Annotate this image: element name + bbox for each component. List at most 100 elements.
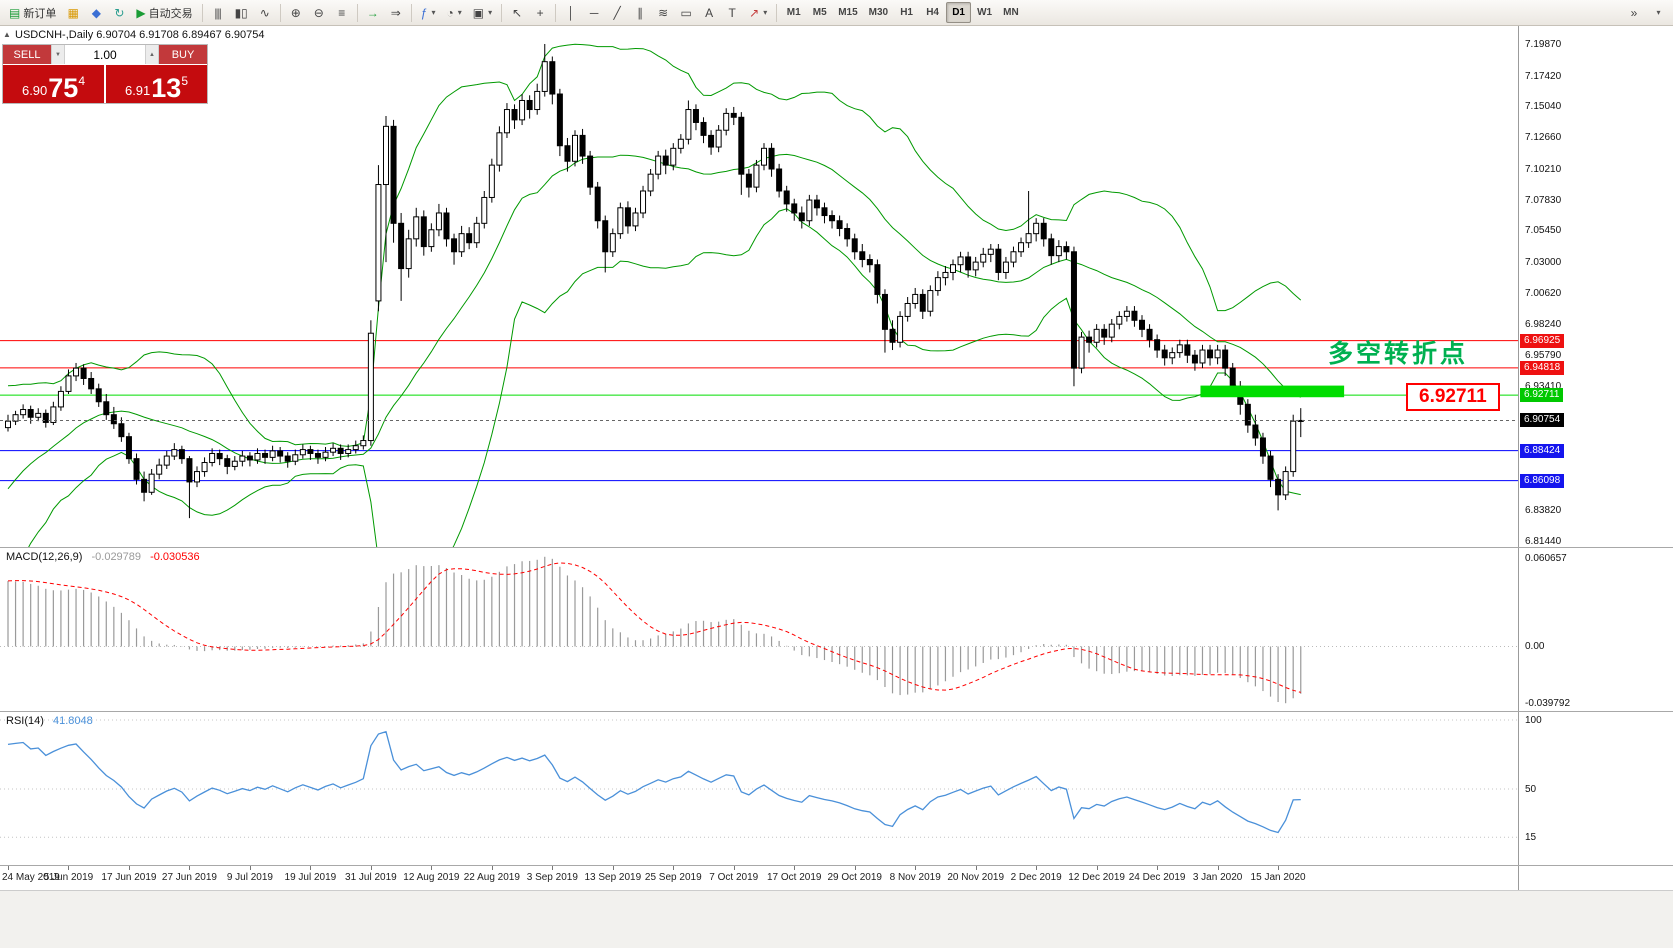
price-axis-label: 7.03000 xyxy=(1525,257,1562,269)
periods-button[interactable]: ◔ ▾ xyxy=(442,2,467,23)
bar-chart-button[interactable]: ||| xyxy=(207,2,229,23)
volume-decrease-button[interactable]: ▼ xyxy=(51,45,65,64)
new-order-button[interactable]: ▤ 新订单 xyxy=(4,2,61,23)
date-tick xyxy=(915,866,917,870)
line-chart-button[interactable]: ∿ xyxy=(254,2,276,23)
symbol-period-label: USDCNH-,Daily xyxy=(15,29,94,41)
price-axis-label: 7.10210 xyxy=(1525,163,1562,175)
date-tick xyxy=(794,866,796,870)
one-click-panel-toggle[interactable]: ▲ xyxy=(3,30,11,39)
date-label: 17 Jun 2019 xyxy=(101,872,157,883)
templates-button[interactable]: ▣ ▾ xyxy=(468,2,497,23)
timeframe-button-M1[interactable]: M1 xyxy=(786,7,801,18)
timeframe-button-MN[interactable]: MN xyxy=(1003,7,1019,18)
ohlc-values: 6.90704 6.91708 6.89467 6.90754 xyxy=(96,29,265,41)
horizontal-line-button[interactable]: ─ xyxy=(583,2,605,23)
indicators-button[interactable]: ƒ ▾ xyxy=(416,2,441,23)
rsi-axis-label: 100 xyxy=(1525,715,1542,726)
macd-axis-label: 0.060657 xyxy=(1525,553,1567,564)
rectangle-icon: ▭ xyxy=(680,5,692,20)
refresh-button[interactable]: ↻ xyxy=(108,2,130,23)
date-label: 3 Sep 2019 xyxy=(526,872,578,883)
trendline-button[interactable]: ╱ xyxy=(606,2,628,23)
price-axis-label: 7.19870 xyxy=(1525,38,1562,50)
date-tick xyxy=(8,866,9,870)
text-tool-button[interactable]: A xyxy=(698,2,720,23)
timeframe-button-D1[interactable]: D1 xyxy=(946,2,972,23)
timeframe-button-M5[interactable]: M5 xyxy=(812,7,827,18)
date-axis[interactable]: 24 May 2019 5 Jun 2019 17 Jun 2019 27 Jun 2… xyxy=(0,866,1518,890)
sell-button[interactable]: SELL xyxy=(3,45,51,64)
rsi-indicator-canvas[interactable] xyxy=(0,712,1518,866)
price-axis-label: 7.00620 xyxy=(1525,287,1562,299)
turning-point-annotation[interactable]: 多空转折点 xyxy=(1328,340,1469,368)
timeframe-button-M30[interactable]: M30 xyxy=(868,7,889,18)
date-tick xyxy=(1278,866,1280,870)
timeframe-button-H4[interactable]: H4 xyxy=(926,7,939,18)
zoom-in-button[interactable]: ⊕ xyxy=(285,2,307,23)
volume-input[interactable]: 1.00 xyxy=(65,45,145,64)
label-tool-button[interactable]: T xyxy=(721,2,743,23)
pane-splitter[interactable] xyxy=(0,711,1673,712)
price-label-box[interactable]: 6.92711 xyxy=(1406,383,1500,411)
arrows-tool-button[interactable]: ↗ ▾ xyxy=(744,2,772,23)
charts-button[interactable]: ▦ xyxy=(62,2,84,23)
candlestick-chart-button[interactable]: ▮▯ xyxy=(230,2,253,23)
price-axis-label: 6.98240 xyxy=(1525,318,1562,330)
main-chart-canvas[interactable] xyxy=(0,26,1518,548)
one-click-trade-panel: SELL ▼ 1.00 ▲ BUY 6.90 75 4 6.91 13 5 xyxy=(2,44,208,104)
timeframe-button-M15[interactable]: M15 xyxy=(838,7,858,18)
fibonacci-button[interactable]: ≋ xyxy=(652,2,674,23)
date-tick xyxy=(310,866,312,870)
vertical-line-button[interactable]: │ xyxy=(560,2,582,23)
crosshair-button[interactable]: + xyxy=(529,2,551,23)
date-label: 12 Aug 2019 xyxy=(403,872,460,883)
objects-list-button[interactable]: ≡ xyxy=(331,2,353,23)
chevron-down-icon: ▾ xyxy=(763,8,768,17)
date-label: 24 May 2019 xyxy=(2,872,60,883)
toolbar-separator xyxy=(279,3,281,22)
macd-indicator-canvas[interactable] xyxy=(0,548,1518,712)
chart-title: USDCNH-,Daily 6.90704 6.91708 6.89467 6.… xyxy=(15,29,265,41)
buy-price-button[interactable]: 6.91 13 5 xyxy=(106,65,207,103)
arrows-icon: ↗ xyxy=(749,5,760,20)
price-axis-label: 6.95790 xyxy=(1525,350,1562,362)
chart-shift-button[interactable]: ⇒ xyxy=(385,2,407,23)
chevron-down-icon: ▾ xyxy=(488,8,493,17)
autotrading-button[interactable]: ▶ 自动交易 xyxy=(131,2,197,23)
timeframe-button-H1[interactable]: H1 xyxy=(900,7,913,18)
date-tick xyxy=(370,866,372,870)
bar-chart-icon: ||| xyxy=(214,5,221,20)
toolbar-options-button[interactable]: ▾ xyxy=(1647,2,1669,23)
rectangle-tool-button[interactable]: ▭ xyxy=(675,2,697,23)
volume-increase-button[interactable]: ▲ xyxy=(145,45,159,64)
price-axis[interactable]: 7.19870 7.17420 7.15040 7.12660 7.10210 7.078… xyxy=(1518,26,1673,890)
profiles-button[interactable]: ◆ xyxy=(85,2,107,23)
refresh-icon: ↻ xyxy=(114,5,125,20)
date-tick xyxy=(854,866,856,870)
timeframe-button-W1[interactable]: W1 xyxy=(977,7,993,18)
date-label: 7 Oct 2019 xyxy=(709,872,759,883)
trendline-icon: ╱ xyxy=(613,5,621,20)
price-axis-tag: 6.94818 xyxy=(1520,360,1565,375)
buy-button[interactable]: BUY xyxy=(159,45,207,64)
rsi-label: RSI(14) xyxy=(6,715,44,727)
auto-scroll-button[interactable]: → xyxy=(362,2,384,23)
channel-button[interactable]: ∥ xyxy=(629,2,651,23)
toolbar-overflow-button[interactable]: » xyxy=(1623,2,1645,23)
rsi-value: 41.8048 xyxy=(52,715,93,727)
date-label: 20 Nov 2019 xyxy=(947,872,1005,883)
chevron-down-icon: ▾ xyxy=(431,8,436,17)
macd-signal-value: -0.030536 xyxy=(150,551,200,563)
chevron-down-icon: ▾ xyxy=(1656,8,1661,17)
sell-price-button[interactable]: 6.90 75 4 xyxy=(3,65,104,103)
price-axis-tag: 6.96925 xyxy=(1520,333,1565,348)
pane-splitter[interactable] xyxy=(0,547,1673,548)
zoom-out-button[interactable]: ⊖ xyxy=(308,2,330,23)
periods-clock-icon: ◔ xyxy=(446,5,454,20)
auto-scroll-icon: → xyxy=(366,5,379,20)
horizontal-line-icon: ─ xyxy=(589,5,599,20)
date-label: 22 Aug 2019 xyxy=(463,872,520,883)
cursor-button[interactable]: ↖ xyxy=(506,2,528,23)
